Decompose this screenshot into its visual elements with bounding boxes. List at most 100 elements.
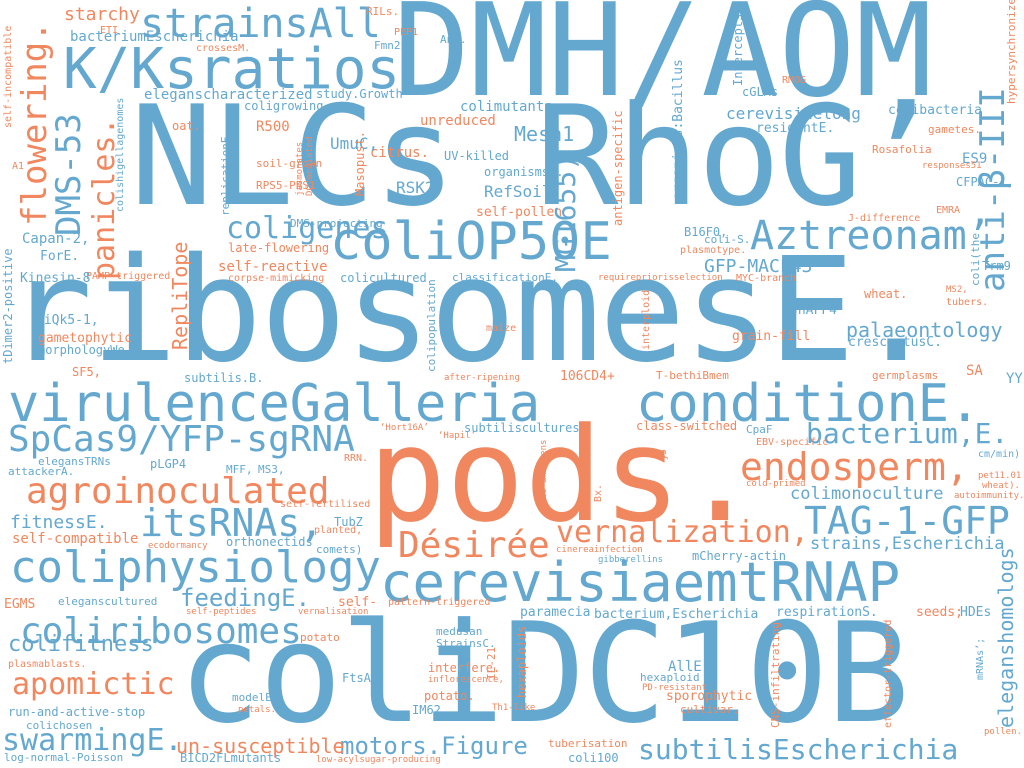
word-tubz: TubZ <box>334 515 363 529</box>
word-bx: Bx. <box>593 483 604 502</box>
word-pattern-triggered: pattern-triggered <box>388 597 491 608</box>
word-crescentusc: crescentusC. <box>848 335 942 350</box>
word-motors-figure: motors.Figure <box>340 732 528 760</box>
word-spcas9: SpCas9/YFP-sgRNA <box>8 419 355 460</box>
word-vernalisation: vernalisation <box>298 607 369 617</box>
word-interploid: interploid <box>641 289 652 350</box>
word-grain-fill: grain-fill <box>732 329 811 344</box>
word-potato1: potato <box>300 631 340 644</box>
word-un-susceptible: un-susceptible <box>176 734 345 758</box>
word-self-compatible: self-compatible <box>12 531 139 547</box>
word-nlcs-rhog: NLCs RhoG’ <box>130 76 943 237</box>
word-j-difference: J-difference <box>848 213 921 224</box>
word-wheat: wheat. <box>864 287 908 301</box>
word-pods: pods. <box>368 399 760 551</box>
word-comets: comets) <box>316 543 363 556</box>
word-vernalization: vernalization, <box>556 515 809 550</box>
word-mesh1: Mesh1 <box>514 122 575 146</box>
word-pollen: pollen. <box>984 727 1022 737</box>
word-pet11: pet11.01 <box>978 471 1022 481</box>
word-gametes: gametes. <box>928 123 981 136</box>
word-residente: residentE. <box>756 121 835 136</box>
word-mrnas: mRNAs’; <box>975 637 986 680</box>
word-hdes: HDEs <box>960 605 992 620</box>
word-replitope: RepliTope <box>168 241 192 350</box>
word-tuberisation: tuberisation <box>548 737 628 750</box>
word-self-pollen: self-pollen <box>476 205 563 220</box>
word-class-switched: class-switched <box>636 419 738 433</box>
word-starchy: starchy <box>64 4 140 25</box>
word-ribosomes: ribosomesE. <box>6 226 940 394</box>
word-wheat2: wheat). <box>982 481 1020 491</box>
word-paramecia: paramecia <box>520 605 591 620</box>
word-coliribosomes: coliribosomes <box>20 611 302 652</box>
word-kinesin8: Kinesin-8 <box>20 271 91 286</box>
word-strains-escherichia: strains,Escherichia <box>810 534 1005 554</box>
word-palaeontology: palaeontology <box>846 318 1003 342</box>
word-cglms: cGLMs <box>742 85 779 99</box>
word-bacterium-escherichia: bacterium,Escherichia <box>594 607 759 622</box>
word-myc-branch: MYC-branch <box>736 273 797 284</box>
word-hexaploid: hexaploid <box>640 671 700 684</box>
word-cm-min: cm/min) <box>978 449 1021 460</box>
word-r500: R500 <box>256 119 290 135</box>
word-aztreonam: Aztreonam’ <box>750 213 991 259</box>
word-colimutants: colimutants <box>460 99 553 115</box>
word-im62: IM62 <box>412 703 441 717</box>
word-desiree: Désirée <box>398 525 550 566</box>
word-eleganscultured: eleganscultured <box>58 595 158 608</box>
word-eleganshomologs: eleganshomologs <box>994 547 1018 728</box>
word-dms-projecting: DMS-projecting <box>290 217 383 230</box>
word-colithe: coli(the <box>969 233 982 286</box>
word-autoimmunity: autoimmunity. <box>954 491 1024 501</box>
word-cultivar: cultivar. <box>680 703 740 716</box>
word-th1-like: Th1-like <box>492 703 536 713</box>
word-gibberellins: gibberellins <box>598 555 664 565</box>
word-rils: RILs. <box>366 5 400 18</box>
word-cerevisiaemtrnap: cerevisiaemtRNAP <box>380 551 901 614</box>
word-colipopulation: colipopulation <box>425 279 438 372</box>
word-planted: planted, <box>314 525 363 536</box>
word-hypersynchronized: hypersynchronized <box>1005 0 1018 104</box>
word-t-bethibmem: T-bethiBmem <box>656 369 729 382</box>
word-106cd4: 106CD4+ <box>560 369 615 384</box>
word-tag1gfp: TAG-1-GFP <box>804 499 1010 543</box>
word-orthonectids: orthonectids <box>226 535 313 549</box>
word-requirepriorisselection: requirepriorisselection <box>598 273 723 283</box>
word-emra: EMRA <box>936 205 961 216</box>
word-fitnesse: fitnessE. <box>10 512 108 533</box>
word-crossesm: crossesM. <box>196 43 251 54</box>
word-umuc: UmuC, <box>330 134 379 153</box>
word-coliphysiology: coliphysiology <box>10 542 381 593</box>
word-bacterium-e: bacterium,E. <box>806 417 1009 450</box>
word-colip50e: coliOP50E <box>330 212 612 272</box>
word-morphologywe: morphologyWe <box>38 343 125 357</box>
word-kksratios: K/Ksratios <box>63 37 401 102</box>
word-low-acylsugar: low-acylsugar-producing <box>316 755 441 765</box>
word-seeds: seeds; <box>916 605 963 620</box>
word-potato2: potato. <box>424 689 475 703</box>
word-interfere: interfere. <box>428 661 501 675</box>
word-hexaploids: hexaploids <box>515 625 529 698</box>
word-subtilis-b: subtilis.B. <box>184 371 264 385</box>
word-gfp-macf43: GFP-MACF43 <box>704 256 813 277</box>
word-subtilisescherichia: subtilisEscherichia <box>638 733 959 766</box>
word-shaff4: shAFF4 <box>790 303 837 318</box>
word-ebv-specific: EBV-specific <box>756 437 829 448</box>
word-rrn: RRN. <box>344 453 369 464</box>
word-gametophytic: gametophytic <box>38 331 132 346</box>
word-medusan: medusan <box>436 625 483 638</box>
word-mcherry-actin: mCherry-actin <box>692 549 786 563</box>
word-auto-antigens: auto-antigens <box>539 439 549 510</box>
word-il-21: IL-21 <box>485 646 498 680</box>
word-bacteriumescherichia: bacteriumEscherichia <box>70 29 239 45</box>
word-condition: conditionE. <box>636 374 981 434</box>
word-dmh-aom: DMH/AOM <box>393 0 933 126</box>
word-coligrowing: coligrowing <box>244 99 324 113</box>
word-refsoil: RefSoil <box>484 182 552 201</box>
word-bicd2flmutants: BICD2FLmutants <box>180 751 282 765</box>
word-uv-killed: UV-killed <box>444 149 510 163</box>
word-rps5-pbs1: RPS5-PBS1 <box>256 179 316 192</box>
word-ftsaz: FtsAZ <box>342 671 379 685</box>
